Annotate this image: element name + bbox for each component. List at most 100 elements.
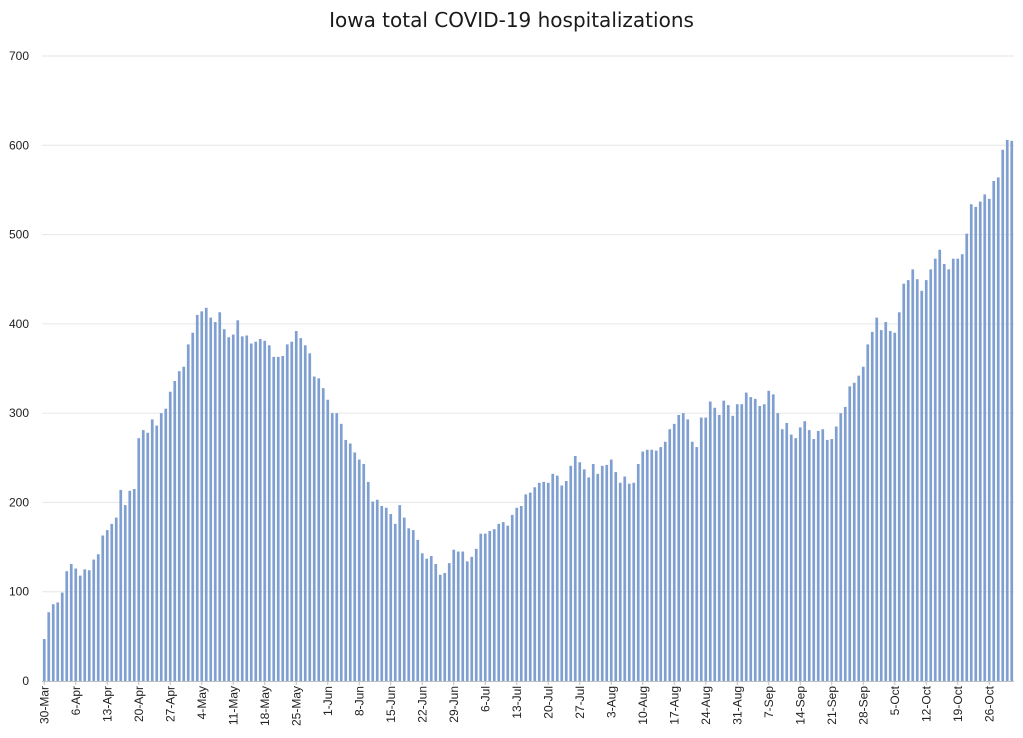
bar: [83, 569, 87, 681]
bar: [744, 392, 748, 681]
bar: [848, 386, 852, 681]
bar: [321, 388, 325, 681]
bar: [686, 419, 690, 681]
bar: [164, 408, 168, 681]
bar: [636, 464, 640, 681]
bar: [398, 505, 402, 681]
x-tick-label: 31-Aug: [730, 686, 744, 725]
bar: [312, 376, 316, 681]
bar: [231, 334, 235, 681]
bar: [78, 575, 82, 681]
bar: [866, 344, 870, 681]
x-tick-label: 4-May: [195, 686, 209, 719]
bar: [825, 439, 829, 681]
bar: [659, 447, 663, 681]
bar: [461, 551, 465, 681]
bar: [1005, 139, 1009, 681]
bar: [672, 423, 676, 681]
bar: [902, 283, 906, 681]
bar: [263, 340, 267, 681]
bar: [353, 452, 357, 681]
bar: [839, 413, 843, 681]
bar: [785, 422, 789, 681]
x-tick-label: 24-Aug: [699, 686, 713, 725]
bar: [915, 279, 919, 681]
bar: [605, 464, 609, 681]
bar: [519, 506, 523, 681]
bar: [128, 490, 132, 681]
bar: [731, 415, 735, 681]
bar: [443, 572, 447, 681]
x-tick-label: 28-Sep: [856, 686, 870, 725]
x-tick-label: 27-Jul: [573, 686, 587, 719]
bar: [362, 464, 366, 681]
bar: [60, 592, 64, 681]
bar: [569, 465, 573, 681]
bar: [681, 413, 685, 681]
bar: [506, 525, 510, 681]
bar: [182, 366, 186, 681]
bar: [366, 481, 370, 681]
bar: [663, 441, 667, 681]
bar: [470, 556, 474, 681]
bar: [281, 356, 285, 681]
bar: [623, 476, 627, 681]
bar: [821, 429, 825, 681]
bar: [222, 329, 226, 681]
bar: [609, 459, 613, 681]
bar: [564, 481, 568, 681]
bar: [69, 564, 73, 681]
bar: [42, 639, 46, 681]
bar: [330, 413, 334, 681]
x-tick-label: 11-May: [226, 686, 240, 725]
bar: [987, 198, 991, 681]
bar: [582, 469, 586, 681]
bar: [852, 382, 856, 681]
bar: [560, 485, 564, 681]
bar: [209, 317, 213, 681]
bar: [704, 417, 708, 681]
bar: [173, 381, 177, 681]
bar: [753, 398, 757, 681]
bar: [776, 413, 780, 681]
bar: [429, 556, 433, 681]
bar: [479, 533, 483, 681]
bar: [906, 280, 910, 681]
bar: [960, 254, 964, 681]
x-tick-label: 8-Jun: [352, 686, 366, 716]
bar: [834, 426, 838, 681]
bar: [893, 332, 897, 681]
bar: [510, 514, 514, 681]
x-tick-label: 20-Jul: [541, 686, 555, 719]
bar: [290, 341, 294, 681]
y-tick-label: 700: [9, 49, 29, 63]
x-tick-label: 7-Sep: [762, 686, 776, 718]
x-tick-label: 25-May: [289, 686, 303, 726]
bar: [668, 429, 672, 681]
bar: [159, 413, 163, 681]
bar: [474, 548, 478, 681]
x-tick-label: 17-Aug: [667, 686, 681, 725]
bar: [456, 551, 460, 681]
bar: [600, 465, 604, 681]
bar: [267, 345, 271, 681]
bar: [371, 501, 375, 681]
bar: [74, 568, 78, 681]
bar: [497, 523, 501, 681]
x-tick-label: 3-Aug: [604, 686, 618, 718]
bar: [326, 399, 330, 681]
bar: [285, 344, 289, 681]
bar: [537, 482, 541, 681]
bar: [947, 269, 951, 681]
bar: [123, 505, 127, 681]
x-tick-label: 18-May: [258, 686, 272, 726]
bar: [150, 419, 154, 681]
bar: [983, 194, 987, 681]
bar: [137, 438, 141, 681]
bar: [141, 430, 145, 681]
bar: [542, 481, 546, 681]
bar: [632, 482, 636, 681]
bar: [938, 249, 942, 681]
bar: [186, 344, 190, 681]
